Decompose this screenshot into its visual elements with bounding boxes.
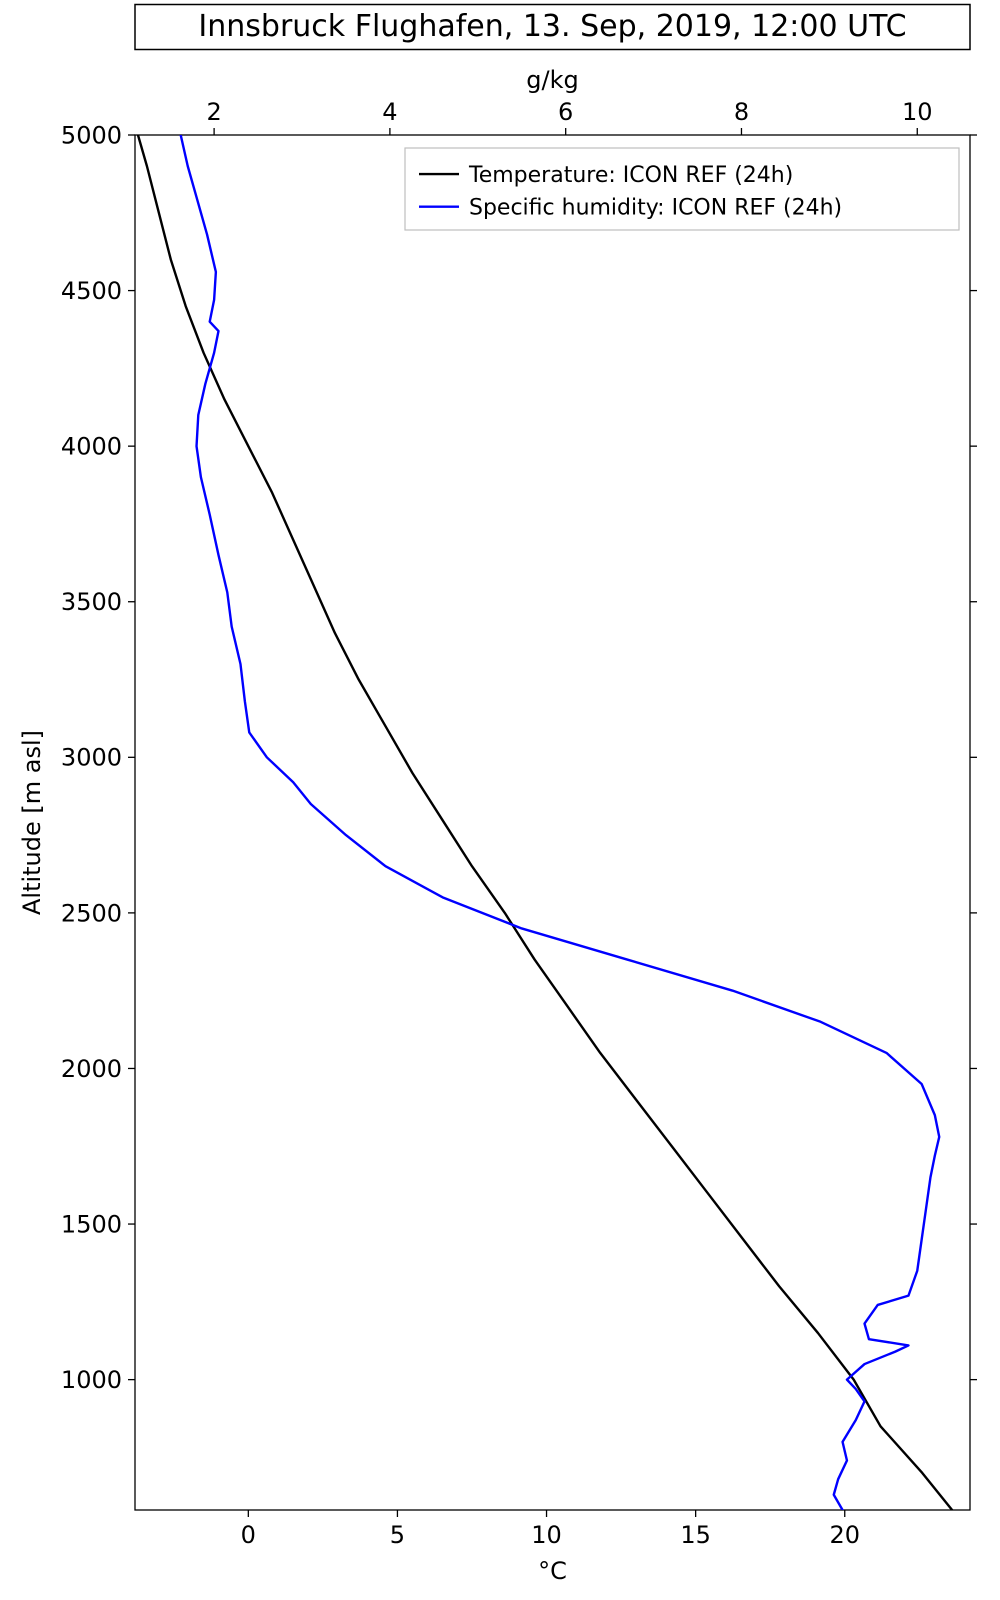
- x-top-tick-label: 6: [558, 98, 573, 126]
- chart-container: Innsbruck Flughafen, 13. Sep, 2019, 12:0…: [0, 0, 1000, 1600]
- x-bottom-tick-label: 0: [241, 1521, 256, 1549]
- chart-title: Innsbruck Flughafen, 13. Sep, 2019, 12:0…: [198, 9, 906, 44]
- x-top-axis-label: g/kg: [526, 66, 578, 94]
- x-bottom-tick-label: 15: [680, 1521, 711, 1549]
- x-bottom-tick-label: 10: [531, 1521, 562, 1549]
- y-tick-label: 5000: [61, 121, 122, 149]
- x-top-tick-label: 4: [382, 98, 397, 126]
- legend-label: Specific humidity: ICON REF (24h): [469, 195, 842, 220]
- x-bottom-axis-label: °C: [538, 1557, 567, 1585]
- y-tick-label: 2000: [61, 1055, 122, 1083]
- y-axis-label: Altitude [m asl]: [18, 730, 46, 915]
- y-tick-label: 3500: [61, 588, 122, 616]
- y-tick-label: 2500: [61, 899, 122, 927]
- x-top-tick-label: 8: [734, 98, 749, 126]
- profile-chart: Innsbruck Flughafen, 13. Sep, 2019, 12:0…: [0, 0, 1000, 1600]
- y-tick-label: 4000: [61, 433, 122, 461]
- y-tick-label: 4500: [61, 277, 122, 305]
- x-bottom-tick-label: 5: [390, 1521, 405, 1549]
- y-tick-label: 1500: [61, 1210, 122, 1238]
- y-tick-label: 3000: [61, 744, 122, 772]
- x-top-tick-label: 2: [206, 98, 221, 126]
- x-top-tick-label: 10: [902, 98, 933, 126]
- legend-label: Temperature: ICON REF (24h): [468, 163, 793, 188]
- y-tick-label: 1000: [61, 1366, 122, 1394]
- x-bottom-tick-label: 20: [829, 1521, 860, 1549]
